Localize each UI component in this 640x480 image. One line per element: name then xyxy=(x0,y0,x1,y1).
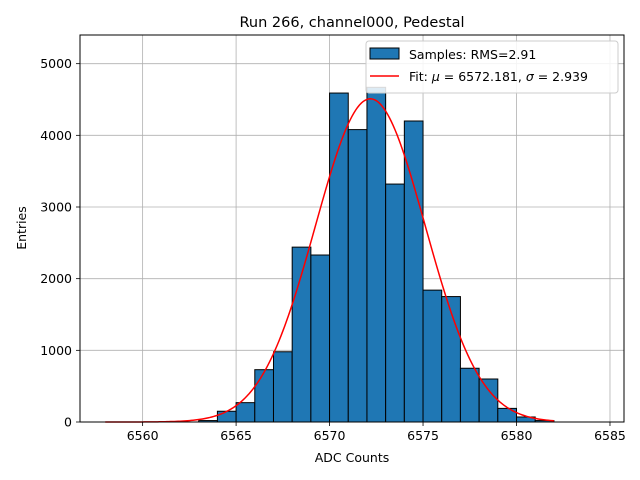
x-tick-label: 6585 xyxy=(594,428,626,443)
legend-histogram-swatch xyxy=(369,47,400,60)
histogram-bar xyxy=(216,410,237,423)
histogram-bar xyxy=(459,367,480,423)
y-tick-label: 3000 xyxy=(40,200,72,215)
y-tick-label: 2000 xyxy=(40,271,72,286)
y-tick-label: 5000 xyxy=(40,56,72,71)
histogram-bar xyxy=(272,351,293,423)
x-tick-label: 6575 xyxy=(407,428,439,443)
y-tick-label: 0 xyxy=(64,415,72,430)
histogram-bar xyxy=(385,183,405,423)
y-tick-label: 1000 xyxy=(40,343,72,358)
histogram-bar xyxy=(422,289,443,423)
legend-fit-mu-value: = 6572.181, xyxy=(440,69,526,84)
histogram-bar xyxy=(347,129,368,423)
y-tick-label: 4000 xyxy=(40,128,72,143)
histogram-bar xyxy=(235,402,256,423)
legend-fit-sigma-value: = 2.939 xyxy=(534,69,588,84)
histogram-bar xyxy=(441,296,461,423)
legend-fit-label: Fit: μ = 6572.181, σ = 2.939 xyxy=(409,69,588,84)
histogram-bar xyxy=(329,92,349,423)
y-axis-label: Entries xyxy=(14,206,29,250)
x-tick-label: 6570 xyxy=(314,428,346,443)
histogram-bar xyxy=(478,378,499,423)
fit-curve xyxy=(105,98,554,423)
x-axis-label: ADC Counts xyxy=(315,450,390,465)
legend-histogram-label: Samples: RMS=2.91 xyxy=(409,47,536,62)
legend-fit-mu-symbol: μ xyxy=(431,69,440,84)
chart-title: Run 266, channel000, Pedestal xyxy=(239,15,464,31)
x-tick-label: 6580 xyxy=(501,428,533,443)
histogram-bar xyxy=(254,369,274,423)
legend-box xyxy=(365,40,619,94)
histogram-bar xyxy=(310,254,331,423)
plot-frame xyxy=(79,34,625,423)
legend-fit-prefix: Fit: xyxy=(409,69,432,84)
x-tick-label: 6560 xyxy=(127,428,159,443)
y-axis-ticks: 0 1000 2000 3000 4000 5000 xyxy=(40,56,80,430)
x-axis-ticks: 6560 6565 6570 6575 6580 6585 xyxy=(127,422,626,443)
legend-fit-sigma-symbol: σ xyxy=(526,69,535,84)
x-tick-label: 6565 xyxy=(220,428,252,443)
histogram-bar xyxy=(366,86,387,423)
histogram-bars xyxy=(198,86,555,423)
legend: Samples: RMS=2.91 Fit: μ = 6572.181, σ =… xyxy=(365,40,619,94)
